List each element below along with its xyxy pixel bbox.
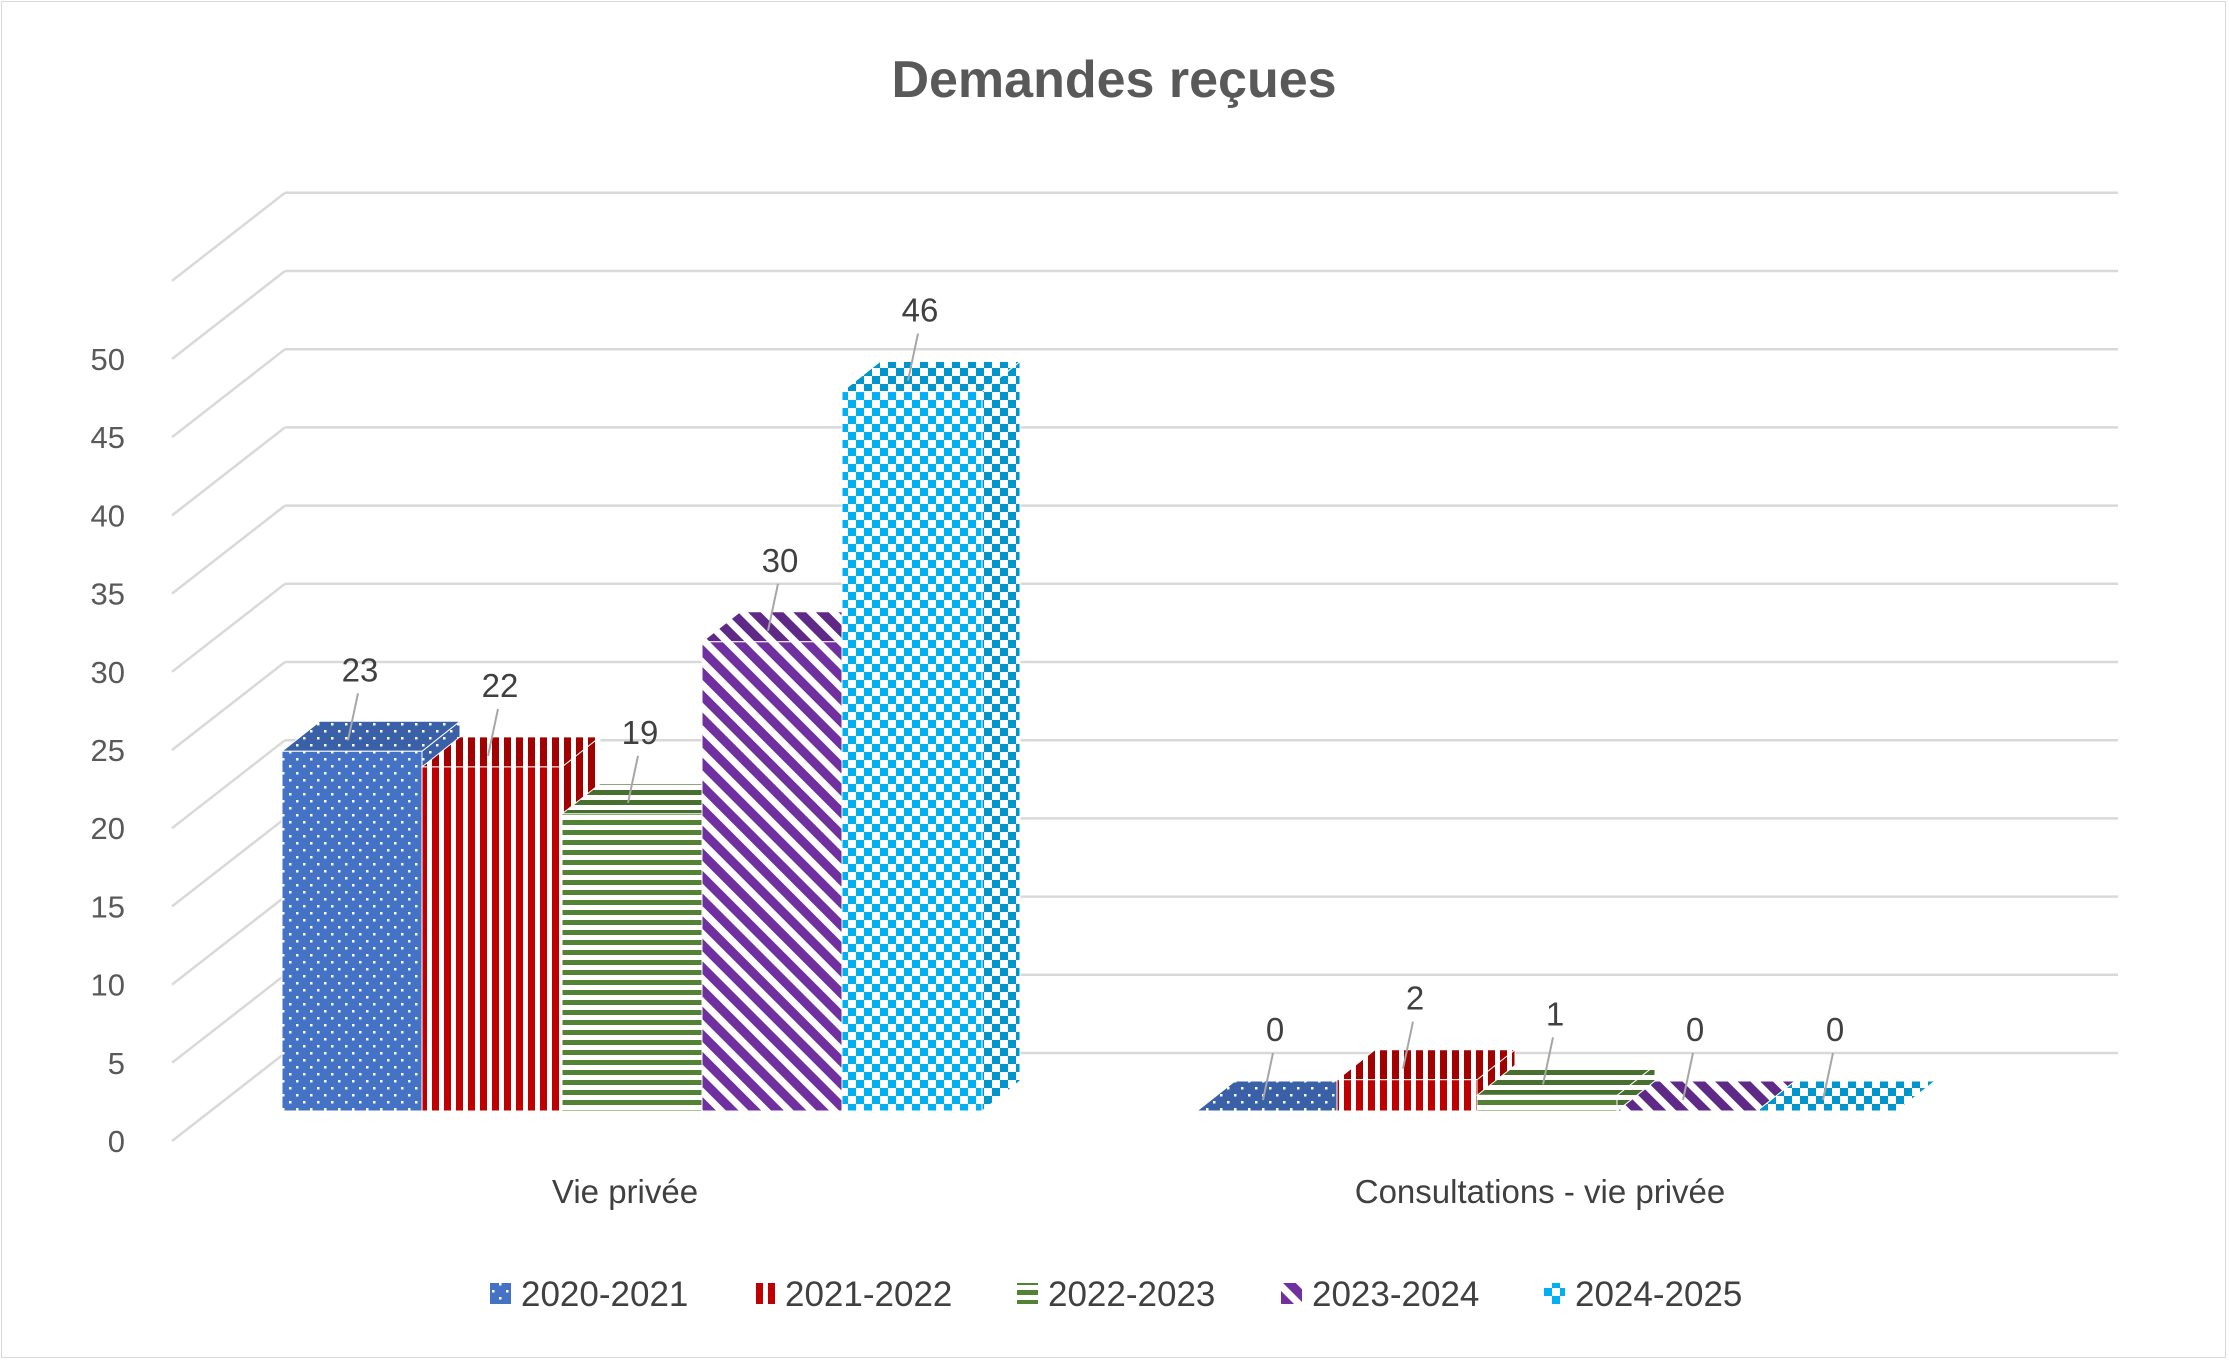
- data-labels: 23 22 19 30 46 0 2 1 0 0: [342, 292, 1844, 1101]
- gridline-depth: [171, 1052, 286, 1142]
- category-label-vie-priv-e: Vie privée: [552, 1173, 698, 1210]
- y-axis-ticks: 0 5 10 15 20 25 30 35 40 45 50: [91, 342, 125, 1159]
- data-label-2022-2023-vie-priv-e: 19: [622, 714, 659, 751]
- gridline-depth: [171, 817, 286, 908]
- legend: 2020-2021 2021-2022 2022-2023 2023-2024 2024…: [490, 1275, 1742, 1314]
- y-tick-label: 10: [91, 968, 125, 1003]
- gridline-depth: [171, 739, 286, 830]
- gridline-depth: [171, 895, 286, 986]
- category-labels: Vie privée Consultations - vie privée: [552, 1173, 1725, 1210]
- data-label-2023-2024-vie-priv-e: 30: [762, 542, 799, 579]
- legend-swatch: [1544, 1283, 1565, 1304]
- data-label-2020-2021-vie-priv-e: 23: [342, 651, 379, 688]
- gridline-depth: [171, 973, 286, 1064]
- y-tick-label: 40: [91, 498, 125, 533]
- legend-item-2021-2022: 2021-2022: [754, 1275, 952, 1314]
- y-tick-label: 35: [91, 577, 125, 612]
- leader-line: [487, 708, 499, 757]
- leader-line: [907, 333, 919, 381]
- gridline-depth: [171, 348, 286, 439]
- gridline-depth: [171, 426, 286, 517]
- category-label-consultations-vie-priv-e: Consultations - vie privée: [1355, 1173, 1726, 1210]
- chart-title: Demandes reçues: [891, 51, 1336, 109]
- leader-line: [1402, 1021, 1414, 1069]
- gridline-depth: [171, 504, 286, 595]
- leader-line: [347, 693, 359, 741]
- gridline-depth: [171, 191, 286, 282]
- legend-swatch: [754, 1283, 775, 1304]
- y-tick-label: 45: [91, 420, 125, 455]
- leader-line: [1262, 1052, 1274, 1101]
- legend-label: 2020-2021: [521, 1275, 688, 1314]
- y-tick-label: 30: [91, 655, 125, 690]
- leader-line: [1822, 1052, 1834, 1101]
- legend-label: 2022-2023: [1048, 1275, 1215, 1314]
- leader-line: [1682, 1052, 1694, 1101]
- data-label-2020-2021-consultations-vie-priv-e: 0: [1266, 1011, 1284, 1048]
- data-label-2024-2025-vie-priv-e: 46: [902, 292, 939, 329]
- legend-label: 2021-2022: [785, 1275, 952, 1314]
- data-label-2023-2024-consultations-vie-priv-e: 0: [1686, 1011, 1704, 1048]
- legend-item-2023-2024: 2023-2024: [1281, 1275, 1479, 1314]
- legend-item-2024-2025: 2024-2025: [1544, 1275, 1742, 1314]
- bars: [280, 360, 1937, 1113]
- data-label-2022-2023-consultations-vie-priv-e: 1: [1546, 995, 1564, 1032]
- y-tick-label: 5: [108, 1046, 125, 1081]
- gridline-depth: [171, 270, 286, 360]
- data-label-2024-2025-consultations-vie-priv-e: 0: [1826, 1011, 1844, 1048]
- y-tick-label: 50: [91, 342, 125, 377]
- legend-label: 2024-2025: [1575, 1275, 1742, 1314]
- leader-line: [627, 755, 639, 804]
- y-tick-label: 25: [91, 733, 125, 768]
- data-label-2021-2022-consultations-vie-priv-e: 2: [1406, 980, 1424, 1017]
- leader-line: [1542, 1037, 1554, 1085]
- legend-swatch: [1281, 1283, 1302, 1304]
- data-label-2021-2022-vie-priv-e: 22: [482, 667, 519, 704]
- legend-swatch: [1017, 1283, 1038, 1304]
- legend-swatch: [490, 1283, 511, 1304]
- bar-2022-2023-consultations-vie-priv-e: [1475, 1064, 1657, 1113]
- y-tick-label: 0: [108, 1124, 125, 1159]
- bar-2024-2025-vie-priv-e: [840, 360, 1022, 1113]
- legend-label: 2023-2024: [1312, 1275, 1479, 1314]
- gridline-depth: [171, 582, 286, 673]
- leader-line: [767, 583, 779, 632]
- legend-item-2022-2023: 2022-2023: [1017, 1275, 1215, 1314]
- legend-item-2020-2021: 2020-2021: [490, 1275, 688, 1314]
- bar-2024-2025-consultations-vie-priv-e: [1755, 1080, 1937, 1112]
- gridline-depth: [171, 661, 286, 751]
- y-tick-label: 15: [91, 889, 125, 924]
- y-tick-label: 20: [91, 811, 125, 846]
